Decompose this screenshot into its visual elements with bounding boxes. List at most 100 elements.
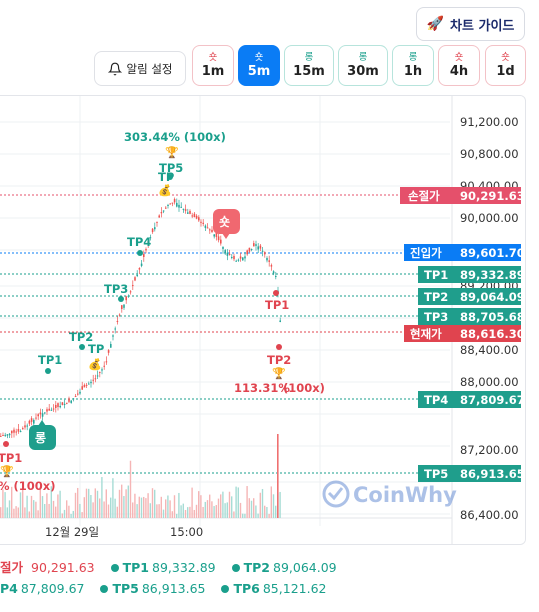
candle-body: [46, 409, 48, 412]
chart-canvas[interactable]: 91,200.00 90,800.00 90,400.00 90,000.00 …: [0, 96, 526, 545]
timeframe-1d-button[interactable]: 숏 1d: [485, 45, 526, 86]
volume-bar: [149, 503, 151, 518]
timeframe-5m-button[interactable]: 숏 5m: [238, 45, 280, 86]
volume-bar: [50, 486, 52, 518]
volume-bar: [228, 491, 231, 518]
candle-body: [242, 257, 244, 261]
candle-body: [248, 247, 251, 252]
timeframe-label: 15m: [293, 63, 325, 79]
tp2-legend-value: 89,064.09: [273, 560, 337, 575]
candle-body: [24, 425, 26, 428]
volume-bar: [261, 488, 264, 518]
candle-body: [90, 381, 92, 384]
tp2-legend-label: TP2: [243, 560, 270, 575]
candle-body: [85, 384, 88, 386]
x-axis: 12월 29일 15:00: [45, 525, 203, 539]
long-entry-badge[interactable]: 롱: [29, 420, 56, 450]
candle-body: [193, 213, 196, 218]
candle-body: [228, 253, 231, 255]
svg-text:진입가: 진입가: [410, 246, 442, 260]
timeframe-direction: 롱: [408, 51, 418, 63]
x-tick: 15:00: [170, 525, 203, 539]
volume-bar: [140, 497, 143, 518]
tp5-marker-dot: [167, 174, 173, 180]
left-tp1-label: TP1: [0, 451, 22, 465]
candle-body: [125, 296, 127, 301]
candle-body: [151, 228, 154, 233]
left-profit-label: % (100x): [0, 479, 55, 493]
volume-bar: [30, 495, 33, 518]
alarm-settings-label: 알림 설정: [126, 61, 173, 76]
svg-text:87,809.67: 87,809.67: [460, 393, 525, 407]
volume-bar: [206, 500, 209, 518]
volume-bar: [41, 496, 44, 518]
candle-body: [235, 260, 237, 262]
price-chart[interactable]: 91,200.00 90,800.00 90,400.00 90,000.00 …: [0, 95, 526, 545]
svg-text:롱: 롱: [35, 430, 46, 445]
tp3-marker-dot: [118, 296, 124, 302]
timeframe-label: 4h: [449, 63, 469, 79]
short-profit-suffix: (100x): [283, 381, 325, 395]
candle-body: [147, 240, 149, 244]
candle-body: [50, 409, 53, 411]
svg-text:TP1: TP1: [424, 268, 448, 282]
candle-body: [103, 365, 105, 367]
volume-bar: [215, 505, 217, 518]
candle-body: [180, 206, 182, 208]
timeframe-1h-button[interactable]: 롱 1h: [392, 45, 434, 86]
candle-body: [132, 285, 134, 287]
timeframe-1m-button[interactable]: 숏 1m: [192, 45, 234, 86]
y-tick: 88,400.00: [460, 343, 519, 357]
volume-bar: [268, 513, 270, 518]
volume-bar: [94, 488, 96, 518]
svg-text:89,332.89: 89,332.89: [460, 268, 525, 282]
alarm-settings-button[interactable]: 알림 설정: [94, 51, 186, 86]
candle-body: [22, 428, 24, 430]
candle-body: [272, 271, 275, 274]
volume-bar: [26, 495, 28, 518]
volume-bar: [138, 496, 140, 518]
short-entry-badge[interactable]: 숏: [213, 209, 240, 239]
candle-body: [275, 276, 277, 277]
volume-bar: [123, 496, 125, 518]
chart-guide-label: 차트 가이드: [450, 18, 515, 34]
volume-bar: [77, 487, 79, 518]
volume-bar: [107, 504, 110, 518]
candle-body: [156, 221, 158, 223]
left-tp1-dot: [3, 441, 9, 447]
volume-bar: [235, 486, 237, 518]
tp1-legend-dot: [110, 564, 119, 572]
volume-bar: [24, 507, 26, 518]
volume-bar: [22, 488, 24, 518]
candle-body: [74, 396, 77, 398]
candle-body: [0, 435, 2, 437]
tp5-marker-label: TP5: [159, 161, 183, 175]
trophy-icon: 🏆: [165, 146, 179, 159]
candle-body: [107, 350, 110, 353]
tp1-legend-label: TP1: [122, 560, 149, 575]
volume-bar: [171, 511, 173, 518]
chart-guide-button[interactable]: 🚀 차트 가이드: [416, 7, 525, 41]
candle-body: [35, 417, 37, 419]
candle-body: [244, 256, 246, 259]
tp3-marker-label: TP3: [104, 282, 128, 296]
candle-body: [13, 429, 15, 433]
candle-body: [101, 369, 103, 371]
volume-bar: [143, 496, 145, 518]
timeframe-30m-button[interactable]: 롱 30m: [338, 45, 388, 86]
tp5-price-tag: TP5 86,913.65: [418, 465, 525, 482]
volume-bar: [167, 495, 169, 518]
candle-body: [92, 379, 94, 381]
volume-bar: [99, 498, 101, 518]
timeframe-direction: 롱: [304, 51, 314, 63]
timeframe-4h-button[interactable]: 숏 4h: [438, 45, 480, 86]
timeframe-15m-button[interactable]: 롱 15m: [284, 45, 334, 86]
short-tp1-label: TP1: [265, 298, 289, 312]
candle-body: [233, 255, 235, 260]
svg-text:88,705.68: 88,705.68: [460, 310, 525, 324]
short-tp2-label: TP2: [267, 353, 291, 367]
trophy-icon: 🏆: [0, 465, 14, 478]
volume-bar: [211, 501, 213, 518]
svg-text:89,601.70: 89,601.70: [460, 246, 525, 260]
candle-body: [200, 221, 202, 223]
